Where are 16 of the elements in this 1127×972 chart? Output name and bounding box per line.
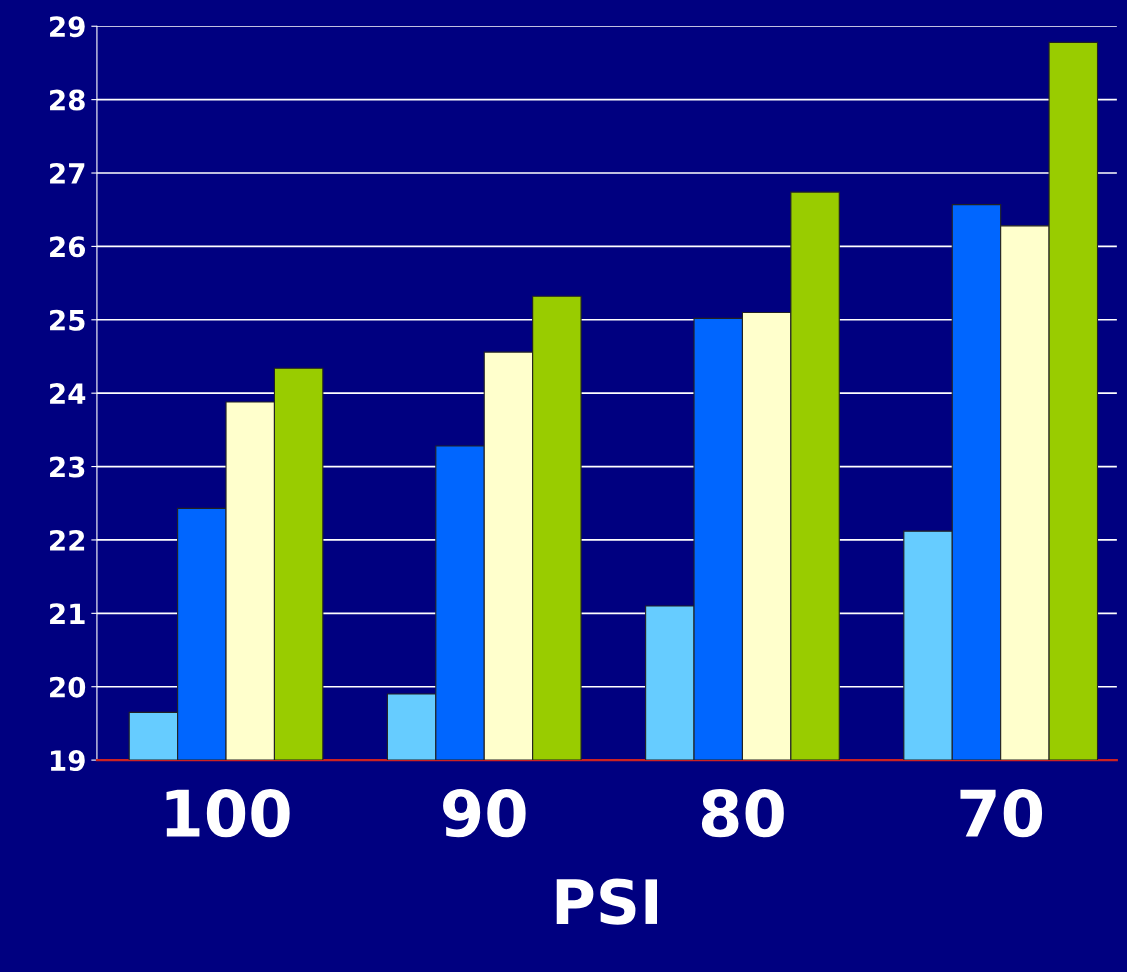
y-tick-label: 28 bbox=[50, 89, 85, 111]
y-tick-label: 24 bbox=[50, 383, 86, 404]
y-tick-label: 19 bbox=[50, 750, 85, 772]
y-tick-label: 27 bbox=[50, 162, 85, 184]
x-tick-label: 80 bbox=[701, 789, 784, 838]
y-tick-label: 21 bbox=[50, 603, 85, 624]
y-tick-label: 20 bbox=[50, 676, 86, 698]
x-axis-title: PSI bbox=[556, 878, 658, 925]
x-tick-label: 70 bbox=[960, 789, 1043, 838]
x-tick-label: 100 bbox=[166, 789, 290, 838]
y-tick-label: 23 bbox=[50, 456, 85, 478]
y-tick-label: 22 bbox=[50, 529, 85, 551]
x-tick-label: 90 bbox=[443, 789, 526, 838]
y-tick-label: 25 bbox=[50, 309, 85, 331]
y-tick-label: 26 bbox=[50, 236, 86, 258]
y-tick-label: 29 bbox=[50, 16, 85, 38]
